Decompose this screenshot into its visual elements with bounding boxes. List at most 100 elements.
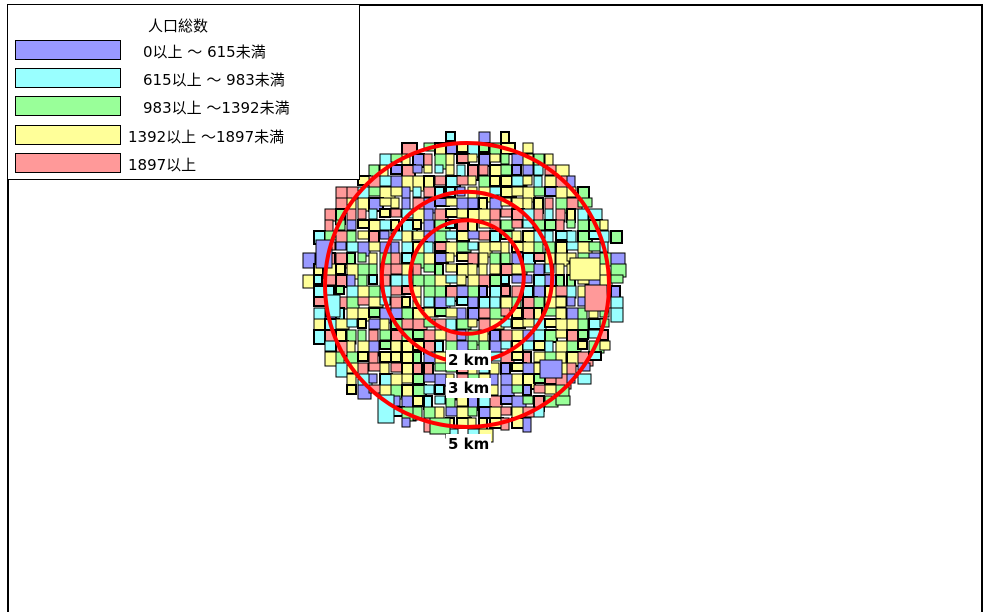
district-polygon[interactable] [379, 208, 391, 218]
district-polygon[interactable] [478, 252, 489, 265]
district-polygon[interactable] [335, 241, 347, 251]
district-polygon[interactable] [368, 208, 378, 220]
district-polygon[interactable] [467, 175, 477, 186]
district-polygon[interactable] [313, 329, 326, 345]
district-polygon[interactable] [401, 296, 411, 308]
district-polygon[interactable] [511, 164, 522, 176]
district-polygon[interactable] [533, 384, 547, 394]
district-polygon[interactable] [544, 219, 557, 231]
district-polygon[interactable] [423, 164, 433, 174]
district-polygon[interactable] [456, 153, 470, 164]
district-polygon[interactable] [610, 274, 624, 284]
district-polygon[interactable] [489, 175, 501, 187]
district-polygon[interactable] [533, 164, 544, 176]
district-polygon[interactable] [302, 252, 316, 269]
district-polygon[interactable] [434, 395, 446, 405]
district-polygon[interactable] [390, 362, 403, 373]
district-polygon[interactable] [335, 186, 348, 200]
district-polygon[interactable] [346, 373, 357, 386]
district-polygon[interactable] [346, 384, 357, 395]
district-polygon[interactable] [456, 230, 470, 242]
district-polygon[interactable] [544, 329, 558, 343]
district-polygon[interactable] [445, 164, 455, 176]
district-polygon[interactable] [522, 318, 535, 328]
district-polygon[interactable] [423, 186, 436, 198]
district-polygon[interactable] [412, 164, 423, 174]
district-polygon[interactable] [511, 219, 523, 229]
district-polygon[interactable] [434, 164, 444, 174]
district-polygon[interactable] [445, 131, 456, 142]
district-polygon[interactable] [478, 307, 491, 319]
district-polygon[interactable] [346, 219, 357, 231]
district-polygon[interactable] [467, 307, 480, 321]
district-polygon[interactable] [335, 263, 346, 275]
district-polygon[interactable] [522, 384, 532, 396]
district-polygon[interactable] [577, 329, 589, 340]
district-polygon[interactable] [445, 208, 459, 218]
district-polygon[interactable] [511, 230, 522, 242]
district-polygon[interactable] [489, 263, 501, 275]
district-polygon[interactable] [412, 263, 422, 276]
district-polygon[interactable] [368, 241, 381, 252]
district-polygon[interactable] [522, 417, 532, 433]
district-polygon[interactable] [423, 296, 435, 308]
district-polygon[interactable] [555, 241, 568, 255]
district-polygon[interactable] [544, 384, 558, 395]
district-polygon[interactable] [533, 340, 546, 351]
district-polygon[interactable] [368, 373, 378, 384]
district-polygon[interactable] [467, 340, 478, 351]
district-polygon[interactable] [390, 373, 403, 387]
district-polygon[interactable] [423, 384, 435, 395]
district-polygon[interactable] [368, 230, 380, 244]
district-polygon[interactable] [357, 219, 370, 229]
district-polygon[interactable] [390, 197, 400, 209]
district-polygon[interactable] [500, 340, 512, 350]
district-polygon[interactable] [445, 406, 458, 417]
district-polygon[interactable] [401, 230, 413, 243]
district-polygon[interactable] [566, 219, 576, 229]
district-polygon[interactable] [577, 340, 588, 350]
district-polygon[interactable] [346, 318, 358, 328]
district-polygon[interactable] [467, 406, 478, 417]
district-polygon[interactable] [434, 384, 445, 395]
district-polygon[interactable] [324, 208, 337, 222]
district-polygon[interactable] [412, 186, 422, 198]
district-polygon[interactable] [445, 296, 456, 307]
district-polygon[interactable] [445, 274, 459, 284]
district-polygon[interactable] [313, 274, 323, 285]
district-polygon[interactable] [500, 406, 512, 416]
district-polygon[interactable] [500, 274, 510, 285]
district-polygon[interactable] [434, 307, 448, 317]
district-polygon[interactable] [555, 329, 568, 339]
district-polygon[interactable] [478, 164, 489, 176]
district-polygon[interactable] [566, 285, 577, 299]
district-polygon[interactable] [346, 274, 356, 288]
district-polygon[interactable] [445, 263, 458, 273]
district-polygon[interactable] [357, 252, 367, 263]
district-polygon[interactable] [368, 274, 378, 285]
district-polygon[interactable] [346, 340, 356, 353]
district-polygon[interactable] [467, 153, 478, 163]
district-polygon[interactable] [357, 318, 367, 329]
district-polygon[interactable] [555, 219, 565, 232]
district-polygon[interactable] [489, 362, 500, 375]
district-polygon[interactable] [500, 241, 510, 255]
district-polygon[interactable] [401, 417, 411, 428]
district-polygon[interactable] [544, 351, 558, 361]
district-polygon[interactable] [569, 257, 601, 281]
district-polygon[interactable] [412, 219, 422, 230]
district-polygon[interactable] [423, 263, 436, 273]
district-polygon[interactable] [357, 208, 367, 220]
district-polygon[interactable] [379, 219, 392, 231]
district-polygon[interactable] [412, 351, 422, 364]
district-polygon[interactable] [544, 186, 558, 197]
district-polygon[interactable] [500, 175, 513, 187]
district-polygon[interactable] [500, 153, 510, 165]
district-polygon[interactable] [500, 285, 511, 297]
district-polygon[interactable] [533, 175, 543, 188]
district-polygon[interactable] [368, 307, 381, 318]
district-polygon[interactable] [489, 208, 501, 222]
district-polygon[interactable] [357, 351, 369, 362]
district-polygon[interactable] [412, 373, 425, 385]
